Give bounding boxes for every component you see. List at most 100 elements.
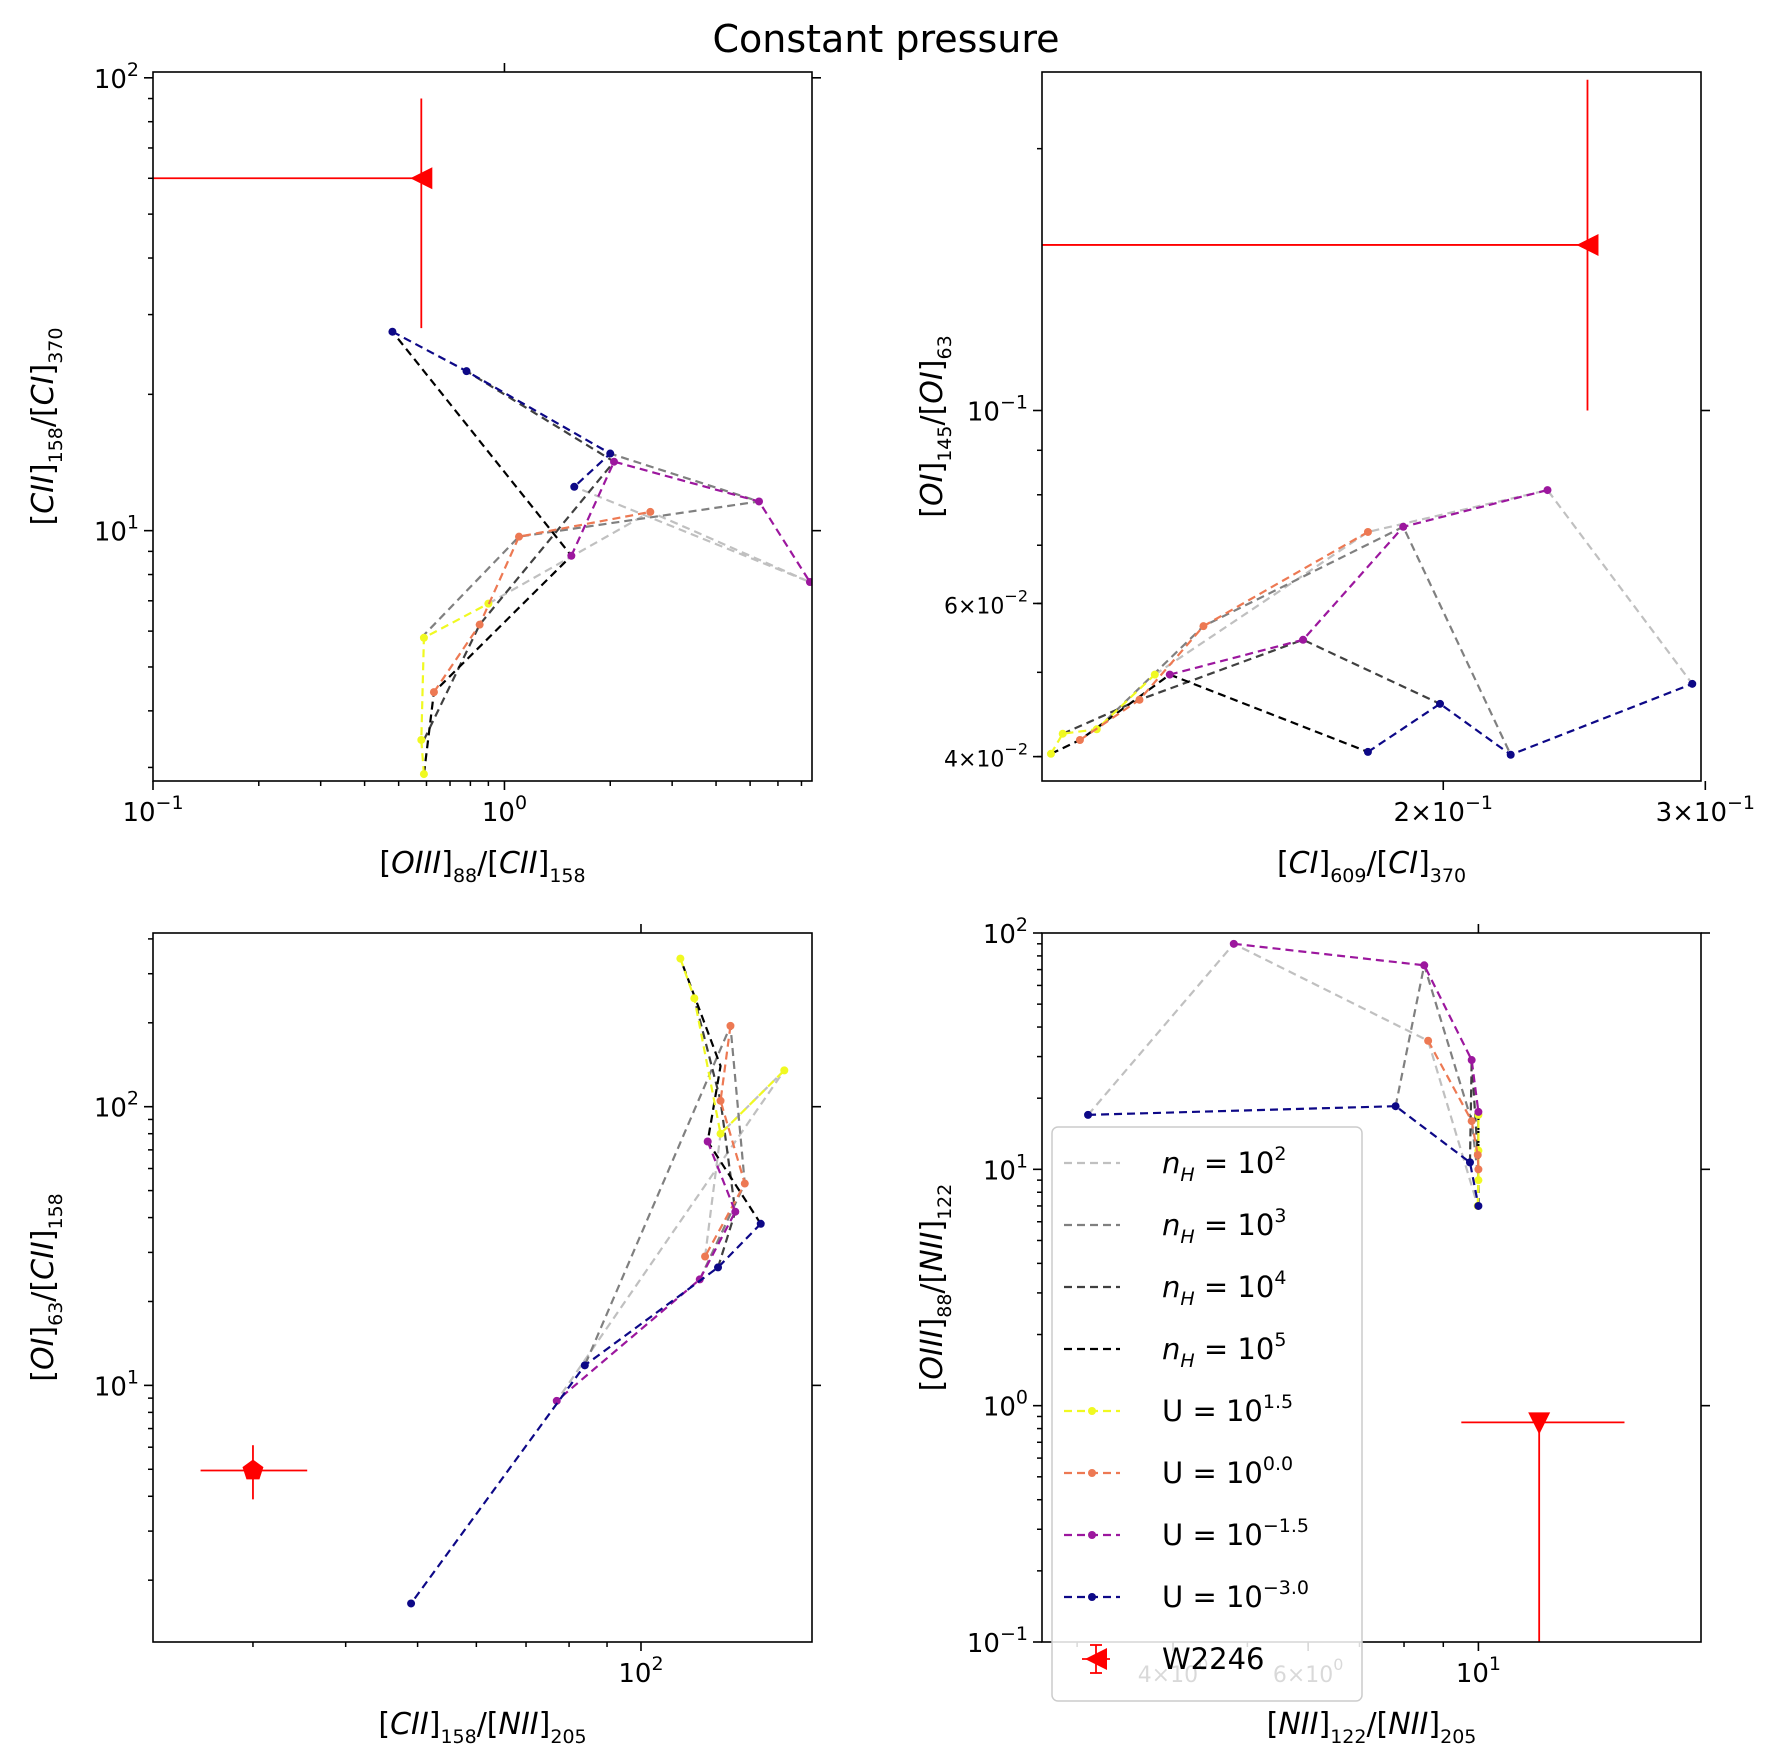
series-U_-3.0-tr — [1363, 679, 1697, 759]
data-point — [1363, 527, 1372, 536]
observation-w2246-tl — [153, 98, 433, 329]
series-nH_1e5-tl — [391, 331, 573, 775]
series-line — [704, 1025, 746, 1258]
data-point — [1058, 729, 1067, 738]
legend-marker — [1088, 1531, 1096, 1539]
legend-entry-U_-3p0: U = 10−3.0 — [1064, 1577, 1309, 1614]
y-tick-label: 101 — [983, 1150, 1028, 1186]
x-axis-label-bl: [CII]158/[NII]205 — [378, 1707, 586, 1748]
x-tick-label: 100 — [482, 792, 527, 828]
observation-marker — [1528, 1412, 1551, 1435]
legend-label: U = 100.0 — [1162, 1453, 1293, 1490]
series-line — [1427, 1040, 1480, 1170]
y-tick-label: 102 — [94, 1088, 139, 1124]
data-point — [1467, 1117, 1476, 1126]
axes-frame-tr — [1041, 71, 1702, 782]
legend-label: U = 10−3.0 — [1162, 1577, 1309, 1614]
data-point — [552, 1396, 561, 1405]
data-point — [419, 770, 428, 779]
data-point — [1420, 961, 1429, 970]
data-point — [703, 1137, 712, 1146]
data-point — [407, 1599, 416, 1608]
figure-title: Constant pressure — [712, 17, 1059, 61]
data-point — [417, 735, 426, 744]
series-U_-3.0-br — [1084, 1102, 1483, 1210]
data-point — [515, 532, 524, 541]
series-U_1.5-bl — [676, 954, 789, 1138]
legend-entry-U_-1p5: U = 10−1.5 — [1064, 1515, 1309, 1552]
data-point — [1467, 1056, 1476, 1065]
series-nH_1e4-bl — [693, 997, 737, 1268]
legend-marker — [1088, 1593, 1096, 1601]
data-point — [388, 327, 397, 336]
data-point — [1165, 670, 1174, 679]
series-U_1.5-tl — [417, 599, 493, 779]
series-line — [1088, 1105, 1480, 1207]
data-point — [676, 954, 685, 963]
series-line — [410, 1223, 762, 1605]
minor-ticks-bl — [148, 938, 608, 1647]
data-point — [1363, 747, 1372, 756]
data-point — [429, 688, 438, 697]
legend-entry-nH_1e4: nH = 104 — [1064, 1267, 1286, 1310]
data-point — [1229, 939, 1238, 948]
observation-w2246-bl — [200, 1445, 308, 1500]
data-point — [1473, 1150, 1482, 1159]
axes-frame-br — [1041, 932, 1702, 1643]
series-U_-3.0-bl — [407, 1219, 765, 1608]
panel-bl: 102 101 102 [CII]158/[NII]205 [OI]63/[CII]15… — [26, 924, 821, 1748]
data-point — [606, 449, 615, 458]
series-nH_1e3-bl — [583, 1025, 746, 1366]
axes-frame-tl — [152, 71, 813, 782]
observation-marker — [242, 1459, 264, 1480]
observation-w2246-br — [1461, 1412, 1625, 1642]
data-point — [570, 482, 579, 491]
y-axis-label-tr: [OI]145/[OI]63 — [915, 335, 956, 517]
y-tick-label: 102 — [94, 59, 139, 95]
y-tick-label: 101 — [94, 512, 139, 548]
data-point — [610, 457, 619, 466]
data-point — [1688, 679, 1697, 688]
legend-label: nH = 105 — [1162, 1329, 1286, 1372]
y-tick-label: 10−1 — [967, 391, 1028, 427]
observation-marker — [1576, 233, 1599, 256]
legend-label: W2246 — [1162, 1642, 1264, 1676]
series-line — [570, 460, 811, 583]
x-tick-label: 101 — [1456, 1653, 1501, 1689]
data-point — [580, 1361, 589, 1370]
panel-tl: 10−1 100 101 102 [OIII]88/[CII]158 [CII]158/[… — [26, 59, 821, 887]
data-point — [1199, 622, 1208, 631]
series-U_0.0-tl — [429, 507, 655, 697]
legend: nH = 102 nH = 103 nH = 104 nH = 105 U = 101.… — [1051, 1126, 1363, 1702]
plot-area-tl — [153, 98, 812, 779]
data-point — [1424, 1036, 1433, 1045]
data-point — [1543, 486, 1552, 495]
data-point — [726, 1021, 735, 1030]
y-tick-label: 10−1 — [967, 1623, 1028, 1659]
y-tick-label: 100 — [983, 1387, 1028, 1423]
data-point — [731, 1207, 740, 1216]
data-point — [716, 1096, 725, 1105]
data-point — [1465, 1158, 1474, 1167]
series-U_0.0-br — [1424, 1036, 1483, 1174]
series-nH_1e2-tr — [1154, 488, 1694, 685]
data-point — [1075, 735, 1084, 744]
legend-entry-obs: W2246 — [1082, 1642, 1264, 1676]
series-U_0.0-bl — [701, 1021, 749, 1261]
y-tick-label: 102 — [983, 914, 1028, 950]
series-U_-1.5-br — [1229, 939, 1483, 1116]
series-U_0.0-tr — [1075, 527, 1372, 744]
plot-area-tr — [1042, 79, 1697, 759]
x-axis-label-tl: [OIII]88/[CII]158 — [379, 846, 585, 887]
series-line — [1050, 673, 1156, 755]
observation-marker — [410, 167, 433, 190]
data-point — [1084, 1110, 1093, 1119]
x-tick-label: 2×10−1 — [1394, 792, 1493, 828]
series-nH_1e5-tr — [1050, 673, 1369, 755]
series-line — [1169, 489, 1548, 676]
series-U_-1.5-tr — [1165, 486, 1552, 679]
series-line — [679, 958, 786, 1136]
data-point — [690, 994, 699, 1003]
